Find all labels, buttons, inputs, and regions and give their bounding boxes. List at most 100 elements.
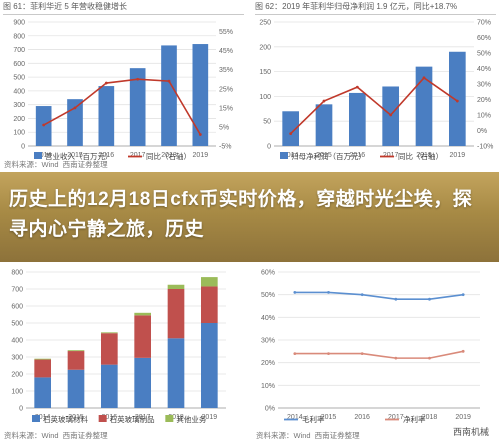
line-point — [461, 349, 465, 353]
y-tick-label: 700 — [11, 287, 23, 294]
source-org: 西南证券整理 — [62, 160, 108, 169]
y-tick-label: 40% — [261, 315, 275, 322]
y-tick-label: 20% — [261, 360, 275, 367]
series-line — [294, 291, 464, 301]
line-point — [360, 293, 364, 297]
y-tick-label: 250 — [259, 20, 271, 27]
series-line — [294, 350, 464, 359]
y-tick-label: 100 — [259, 94, 271, 101]
x-tick-label: 2017 — [135, 414, 151, 421]
y-tick-label: 30% — [261, 338, 275, 345]
x-tick-label: 2016 — [99, 152, 115, 159]
line-point — [42, 123, 46, 127]
y-tick-label: 300 — [13, 102, 25, 109]
chart-source: 资料来源：Wind 西南证券整理 — [256, 430, 364, 441]
stacked-bar-segment — [67, 350, 85, 352]
x-tick-label: 2015 — [321, 414, 337, 421]
bar — [349, 92, 366, 146]
x-tick-label: 2015 — [68, 414, 84, 421]
legend-swatch — [280, 152, 288, 159]
x-tick-label: 2015 — [67, 152, 83, 159]
line-point — [394, 297, 398, 301]
stacked-bar-segment — [134, 315, 151, 358]
source-label: 资料来源：Wind — [4, 431, 59, 440]
y-tick-label: 400 — [13, 88, 25, 95]
source-label: 资料来源：Wind — [4, 160, 59, 169]
margin-chart: 0% 10% 20% 30% 40% 50% 60% 2014 2015 2016 2017 2018… — [261, 270, 480, 424]
legend-swatch — [34, 152, 42, 159]
line-point — [422, 76, 426, 80]
line-point — [327, 352, 330, 355]
y2-tick-label: 35% — [219, 67, 233, 74]
watermark: 西南机械 — [448, 424, 493, 439]
stacked-bar-segment — [101, 332, 118, 334]
chart-panel-net-profit: 图 62：2019 年菲利华归母净利润 1.9 亿元，同比+18.7% 0 50 1… — [252, 0, 499, 172]
y-tick-label: 600 — [13, 61, 25, 68]
chart-title: 图 61：菲利华近 5 年营收稳健增长 — [3, 1, 244, 15]
x-tick-label: 2016 — [354, 414, 370, 421]
chart-panel-margins: 0% 10% 20% 30% 40% 50% 60% 2014 2015 2016 2017 2018… — [252, 262, 499, 443]
x-tick-label: 2017 — [383, 152, 399, 159]
y-tick-label: 800 — [13, 33, 25, 40]
y-tick-label: 0 — [21, 144, 25, 151]
line-point — [73, 106, 77, 110]
x-tick-label: 2018 — [168, 414, 184, 421]
line-point — [461, 293, 465, 297]
source-org: 西南证券整理 — [62, 431, 108, 440]
stacked-bar-segment — [67, 351, 85, 370]
chart-panel-revenue-mix: 0 100 200 300 400 500 600 700 800 2014 2015 2016 201… — [0, 262, 247, 443]
chart-source: 资料来源：Wind 西南证券整理 — [4, 159, 112, 170]
x-tick-label: 2018 — [161, 152, 177, 159]
stacked-bar-segment — [134, 312, 151, 316]
net-profit-chart: 0 50 100 150 200 250 2014 2015 2016 2017 2018 2019 -… — [259, 20, 493, 162]
bar — [282, 111, 299, 146]
y2-tick-label: 15% — [219, 105, 233, 112]
y2-tick-label: 0% — [477, 128, 487, 135]
x-tick-label: 2017 — [130, 152, 146, 159]
bar — [192, 44, 209, 146]
series-line — [43, 78, 202, 135]
stacked-bar-segment — [201, 277, 218, 287]
y-tick-label: 700 — [13, 47, 25, 54]
stacked-bar-segment — [167, 338, 185, 408]
legend-label: 净利率 — [403, 414, 426, 424]
y-tick-label: 300 — [11, 355, 23, 362]
stacked-bar-segment — [67, 369, 85, 408]
revenue-chart: 0 100 200 300 400 500 600 700 800 900 2014 2015 2016… — [13, 20, 233, 162]
stacked-bar-segment — [167, 289, 185, 339]
y2-tick-label: 40% — [477, 66, 491, 73]
legend-label: 其他业务 — [176, 414, 206, 424]
stacked-bar-segment — [101, 333, 118, 365]
x-tick-label: 2016 — [102, 414, 118, 421]
bar — [315, 104, 333, 146]
line-point — [136, 77, 140, 81]
y2-tick-label: -5% — [219, 144, 231, 151]
line-point — [327, 291, 330, 294]
stacked-bar-segment — [201, 323, 218, 408]
y-tick-label: 800 — [11, 270, 23, 277]
line-point — [428, 356, 431, 360]
source-label: 资料来源：Wind — [256, 431, 311, 440]
line-point — [198, 133, 202, 136]
y-tick-label: 150 — [259, 69, 271, 76]
y-tick-label: 900 — [13, 20, 25, 27]
line-point — [394, 356, 398, 360]
y-tick-label: 10% — [261, 383, 275, 390]
chart-title: 图 62：2019 年菲利华归母净利润 1.9 亿元，同比+18.7% — [255, 1, 496, 15]
y2-tick-label: 50% — [477, 51, 491, 58]
headline-text: 历史上的12月18日cfx币实时价格，穿越时光尘埃，探寻内心宁静之旅，历史 — [9, 189, 473, 240]
x-tick-label: 2014 — [287, 414, 303, 421]
line-point — [389, 113, 393, 117]
stacked-bar-segment — [167, 284, 185, 289]
y2-tick-label: 20% — [477, 97, 491, 104]
legend-label: 石英玻璃制品 — [110, 414, 155, 424]
line-point — [455, 99, 459, 103]
y2-tick-label: 70% — [477, 20, 491, 27]
y2-tick-label: -10% — [477, 144, 493, 151]
y2-tick-label: 5% — [219, 124, 229, 131]
y-tick-label: 100 — [11, 389, 23, 396]
line-point — [355, 85, 359, 89]
line-point — [428, 297, 431, 301]
stacked-bar-segment — [34, 377, 51, 408]
y-tick-label: 50 — [263, 119, 271, 126]
